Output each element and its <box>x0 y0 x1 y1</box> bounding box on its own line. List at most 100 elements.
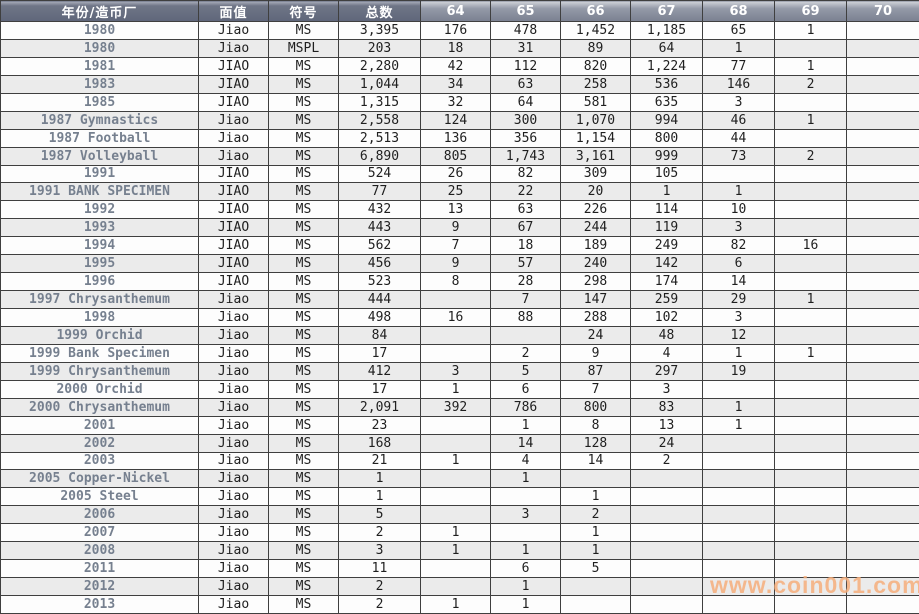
cell-year-mint: 1980 <box>0 38 199 58</box>
cell-symbol: MS <box>268 505 339 525</box>
cell-grade-70 <box>846 290 919 309</box>
cell-total: 524 <box>338 164 421 184</box>
cell-year-mint: 2005 Steel <box>0 487 199 507</box>
cell-grade-69 <box>774 469 847 489</box>
cell-grade-70 <box>846 577 919 596</box>
cell-grade-69 <box>774 451 847 471</box>
cell-grade-67: 999 <box>630 146 703 166</box>
cell-year-mint: 1987 Volleyball <box>0 146 199 166</box>
cell-symbol: MS <box>268 577 339 596</box>
cell-symbol: MS <box>268 541 339 561</box>
cell-grade-69 <box>774 379 847 399</box>
cell-denomination: JIAO <box>198 254 269 274</box>
cell-grade-68: 12 <box>702 325 775 345</box>
table-row: 2002 Jiao MS 168 14 128 24 <box>0 433 919 453</box>
cell-total: 432 <box>338 200 421 220</box>
cell-grade-64 <box>420 415 491 435</box>
cell-grade-69 <box>774 523 847 543</box>
cell-grade-65: 356 <box>490 128 561 148</box>
cell-grade-65: 4 <box>490 451 561 471</box>
cell-grade-69: 1 <box>774 290 847 309</box>
cell-total: 17 <box>338 379 421 399</box>
cell-grade-67 <box>630 559 703 579</box>
cell-grade-67: 635 <box>630 92 703 112</box>
cell-grade-67: 994 <box>630 110 703 130</box>
cell-year-mint: 1992 <box>0 200 199 220</box>
cell-grade-67: 1,224 <box>630 56 703 76</box>
cell-symbol: MS <box>268 164 339 184</box>
cell-denomination: JIAO <box>198 200 269 220</box>
cell-symbol: MS <box>268 74 339 94</box>
cell-grade-70 <box>846 325 919 345</box>
cell-grade-70 <box>846 541 919 561</box>
cell-symbol: MS <box>268 595 339 614</box>
cell-grade-69 <box>774 164 847 184</box>
cell-denomination: Jiao <box>198 343 269 363</box>
cell-symbol: MS <box>268 343 339 363</box>
cell-grade-66: 87 <box>560 361 631 381</box>
cell-grade-67: 1 <box>630 182 703 202</box>
cell-grade-69 <box>774 397 847 417</box>
cell-total: 3 <box>338 541 421 561</box>
cell-grade-70 <box>846 487 919 507</box>
table-row: 2007 Jiao MS 2 1 1 <box>0 523 919 543</box>
cell-grade-65: 478 <box>490 21 561 40</box>
cell-grade-70 <box>846 433 919 453</box>
cell-grade-68: 77 <box>702 56 775 76</box>
cell-total: 562 <box>338 236 421 256</box>
table-row: 1999 Bank Specimen Jiao MS 17 2 9 4 1 1 <box>0 343 919 363</box>
cell-total: 2,513 <box>338 128 421 148</box>
cell-grade-67 <box>630 523 703 543</box>
cell-grade-64 <box>420 577 491 596</box>
cell-denomination: JIAO <box>198 236 269 256</box>
cell-grade-65: 5 <box>490 361 561 381</box>
cell-grade-67: 4 <box>630 343 703 363</box>
cell-grade-68 <box>702 164 775 184</box>
cell-grade-64: 34 <box>420 74 491 94</box>
cell-grade-68 <box>702 487 775 507</box>
cell-grade-65: 14 <box>490 433 561 453</box>
cell-grade-64: 8 <box>420 272 491 292</box>
table-row: 1983 JIAO MS 1,044 34 63 258 536 146 2 <box>0 74 919 94</box>
cell-total: 11 <box>338 559 421 579</box>
cell-grade-66: 1 <box>560 523 631 543</box>
cell-grade-68: 3 <box>702 218 775 238</box>
cell-year-mint: 2008 <box>0 541 199 561</box>
cell-denomination: JIAO <box>198 218 269 238</box>
cell-denomination: Jiao <box>198 415 269 435</box>
cell-grade-66: 581 <box>560 92 631 112</box>
cell-grade-70 <box>846 451 919 471</box>
cell-grade-70 <box>846 38 919 58</box>
table-row: 1995 JIAO MS 456 9 57 240 142 6 <box>0 254 919 274</box>
cell-symbol: MS <box>268 290 339 309</box>
cell-year-mint: 1983 <box>0 74 199 94</box>
cell-grade-67: 119 <box>630 218 703 238</box>
table-row: 2013 Jiao MS 2 1 1 <box>0 595 919 614</box>
cell-grade-66 <box>560 577 631 596</box>
cell-grade-69: 2 <box>774 74 847 94</box>
cell-total: 21 <box>338 451 421 471</box>
cell-total: 3,395 <box>338 21 421 40</box>
cell-year-mint: 2006 <box>0 505 199 525</box>
cell-grade-69: 1 <box>774 343 847 363</box>
table-row: 2008 Jiao MS 3 1 1 1 <box>0 541 919 561</box>
cell-grade-66: 288 <box>560 308 631 327</box>
cell-grade-67: 259 <box>630 290 703 309</box>
cell-year-mint: 1987 Gymnastics <box>0 110 199 130</box>
cell-grade-65: 88 <box>490 308 561 327</box>
cell-grade-65: 1 <box>490 469 561 489</box>
cell-grade-69: 1 <box>774 56 847 76</box>
table-row: 1996 JIAO MS 523 8 28 298 174 14 <box>0 272 919 292</box>
cell-grade-70 <box>846 218 919 238</box>
table-row: 1999 Chrysanthemum Jiao MS 412 3 5 87 297 19 <box>0 361 919 381</box>
cell-grade-65: 1 <box>490 577 561 596</box>
cell-total: 2 <box>338 595 421 614</box>
cell-grade-69 <box>774 559 847 579</box>
cell-grade-67 <box>630 469 703 489</box>
cell-grade-68: 44 <box>702 128 775 148</box>
cell-grade-70 <box>846 128 919 148</box>
cell-symbol: MS <box>268 379 339 399</box>
cell-grade-64: 1 <box>420 523 491 543</box>
column-header-denomination: 面值 <box>198 0 269 22</box>
column-header-grade-69: 69 <box>774 0 847 22</box>
